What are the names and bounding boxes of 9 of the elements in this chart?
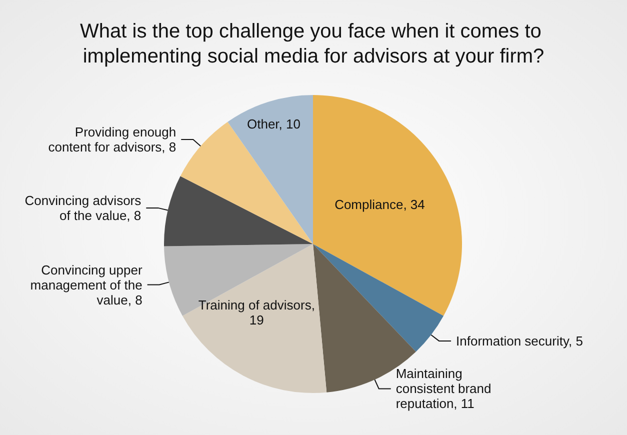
slice-label: Compliance, 34 [334, 197, 425, 212]
slice-label: Training of advisors, 19 [198, 297, 315, 328]
slice-label: Maintaining consistent brand reputation, 11 [396, 366, 492, 412]
chart-title: What is the top challenge you face when it comes to implementing social media for advisors at your firm? [80, 20, 547, 68]
slice-label: Providing enough content for advisors, 8 [48, 124, 176, 155]
slice-label: Information security, 5 [456, 333, 583, 348]
slice-label: Convincing upper management of the value, 8 [30, 262, 143, 308]
slice-label: Other, 10 [246, 116, 300, 132]
slice-label: Convincing advisors of the value, 8 [24, 192, 142, 223]
